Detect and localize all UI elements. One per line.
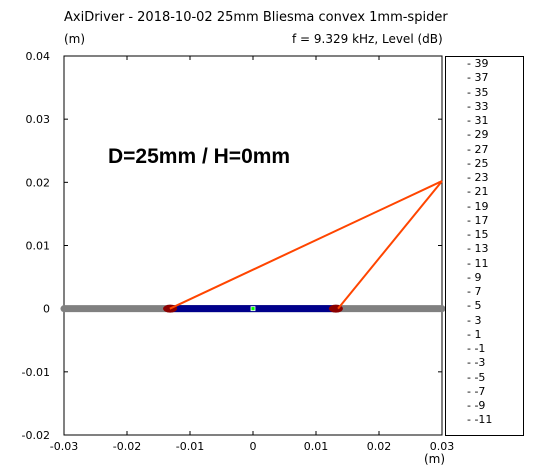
colorbar-tick-label: - 15: [467, 228, 489, 241]
colorbar-tick-label: - 3: [467, 313, 482, 327]
y-tick-label: -0.02: [22, 429, 50, 442]
y-tick-label: -0.01: [22, 366, 50, 379]
colorbar-tick-label: - -7: [467, 384, 486, 398]
colorbar-tick-label: - -9: [467, 399, 486, 412]
colorbar-tick-label: - 21: [467, 185, 489, 199]
y-tick-label: 0.02: [26, 176, 51, 189]
x-tick-label: -0.02: [113, 440, 141, 453]
y-axis-unit-label: (m): [64, 32, 86, 46]
colorbar-tick-label: - 7: [467, 285, 482, 298]
colorbar-tick-label: - 5: [467, 299, 482, 313]
colorbar-tick-label: - 19: [467, 199, 489, 213]
colorbar-tick-label: - 29: [467, 128, 489, 142]
colorbar-tick-label: - 23: [467, 171, 489, 184]
x-axis-unit-label: (m): [424, 452, 446, 466]
colorbar-tick-label: - 25: [467, 156, 489, 170]
ray-line-1: [169, 180, 443, 310]
annotation-label: D=25mm / H=0mm: [108, 145, 290, 168]
colorbar-tick-label: - 35: [467, 85, 489, 99]
colorbar-tick-label: - 27: [467, 142, 489, 156]
colorbar-tick-label: - 11: [467, 256, 489, 270]
colorbar-tick-label: - 17: [467, 213, 489, 227]
colorbar-tick-label: - 39: [467, 57, 489, 70]
colorbar-tick-label: - 9: [467, 270, 482, 284]
x-tick-label: 0.02: [367, 440, 392, 453]
colorbar-tick-label: - 1: [467, 327, 482, 341]
colorbar-tick-label: - 33: [467, 99, 489, 113]
colorbar-tick-label: - 13: [467, 242, 489, 256]
y-tick-label: 0.01: [26, 240, 51, 253]
x-tick-label: 0: [250, 440, 257, 453]
y-tick-label: 0.04: [26, 50, 51, 63]
frequency-level-label: f = 9.329 kHz, Level (dB): [292, 32, 443, 46]
colorbar-tick-label: - 31: [467, 114, 489, 127]
x-tick-label: -0.03: [50, 440, 78, 453]
ray-line-2: [337, 180, 443, 310]
x-tick-label: 0.03: [430, 440, 455, 453]
x-tick-label: 0.01: [304, 440, 329, 453]
x-tick-label: -0.01: [176, 440, 204, 453]
y-tick-label: 0.03: [26, 113, 51, 126]
colorbar-tick-label: - -3: [467, 356, 486, 370]
colorbar-tick-label: - 37: [467, 71, 489, 85]
y-tick-label: 0: [43, 303, 50, 316]
colorbar-tick-label: - -11: [467, 413, 493, 427]
plot-frame: [63, 55, 443, 436]
center-marker: [250, 306, 256, 312]
colorbar-tick-label: - -1: [467, 342, 486, 355]
colorbar-tick-label: - -5: [467, 370, 486, 384]
colorbar: [445, 56, 524, 436]
window-title: AxiDriver - 2018-10-02 25mm Bliesma conv…: [64, 10, 448, 25]
